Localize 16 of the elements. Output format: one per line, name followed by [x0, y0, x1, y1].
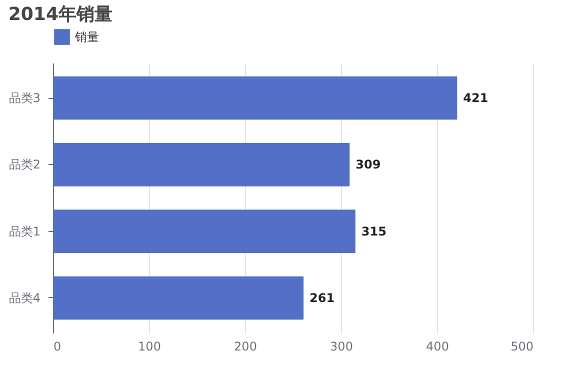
- x-tick-label: 500: [510, 340, 534, 354]
- x-tick-label: 100: [138, 340, 161, 354]
- y-tick-label: 品类2: [8, 158, 40, 172]
- y-tick-label: 品类4: [8, 291, 40, 305]
- x-tick-label: 200: [234, 340, 257, 354]
- x-tick-label: 300: [330, 340, 353, 354]
- chart-title: 2014年销量: [8, 4, 112, 25]
- data-label: 261: [310, 291, 335, 305]
- x-tick-label: 0: [54, 340, 62, 354]
- y-tick-label: 品类3: [8, 91, 40, 105]
- data-label: 309: [356, 158, 381, 172]
- y-tick-label: 品类1: [8, 224, 40, 238]
- x-tick-label: 400: [426, 340, 449, 354]
- data-label: 421: [463, 91, 488, 105]
- legend-label: 销量: [74, 30, 99, 44]
- data-label: 315: [361, 224, 386, 238]
